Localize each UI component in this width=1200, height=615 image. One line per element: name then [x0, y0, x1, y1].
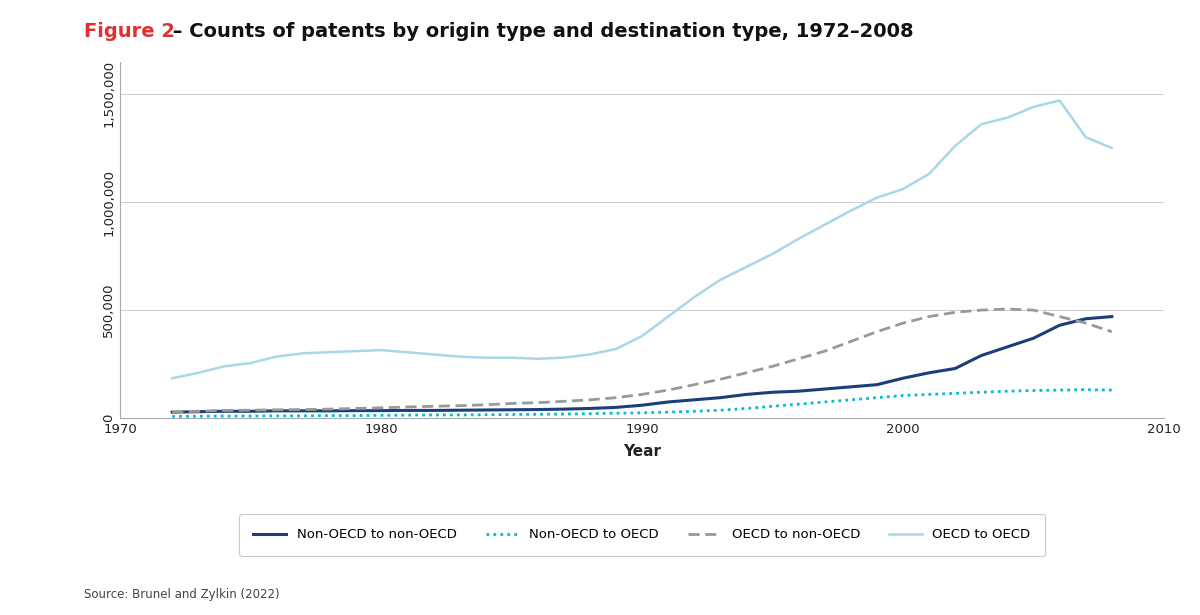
Legend: Non-OECD to non-OECD, Non-OECD to OECD, OECD to non-OECD, OECD to OECD: Non-OECD to non-OECD, Non-OECD to OECD, …: [239, 514, 1045, 556]
Text: Figure 2: Figure 2: [84, 22, 175, 41]
Text: Source: Brunel and Zylkin (2022): Source: Brunel and Zylkin (2022): [84, 589, 280, 601]
Text: – Counts of patents by origin type and destination type, 1972–2008: – Counts of patents by origin type and d…: [166, 22, 913, 41]
X-axis label: Year: Year: [623, 445, 661, 459]
